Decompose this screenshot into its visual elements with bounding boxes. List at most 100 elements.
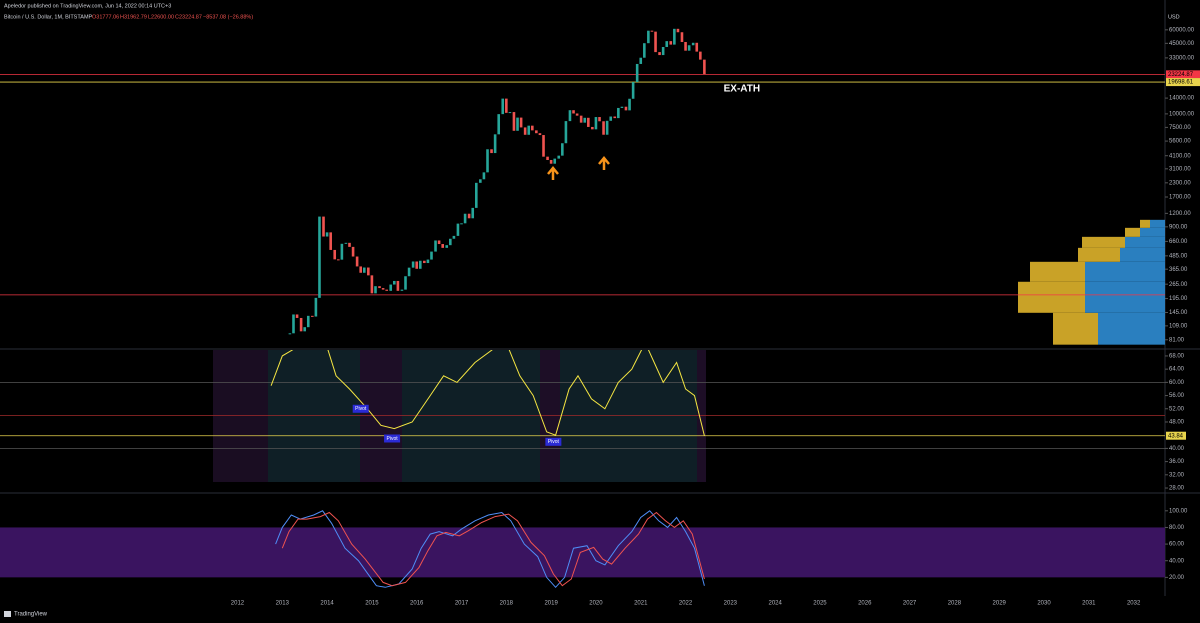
- candle: [303, 327, 306, 332]
- candle: [605, 120, 609, 135]
- y-tick-label: 28.00: [1169, 486, 1185, 492]
- y-tick-label: 3100.00: [1169, 166, 1191, 172]
- candle: [318, 216, 321, 298]
- series-line: [275, 510, 705, 589]
- volume-bar: [1140, 219, 1150, 228]
- candle: [624, 106, 628, 111]
- candle: [654, 31, 657, 53]
- candle: [639, 57, 643, 64]
- candle: [445, 245, 449, 248]
- candle: [374, 286, 377, 294]
- value-label-box: [1166, 431, 1186, 440]
- candle: [359, 266, 363, 273]
- candle: [613, 116, 617, 119]
- candle: [587, 117, 590, 127]
- candle: [501, 98, 505, 115]
- y-tick-label: 660.00: [1169, 239, 1188, 245]
- candle: [299, 317, 303, 332]
- volume-bar: [1082, 236, 1125, 248]
- candle: [314, 297, 318, 317]
- y-tick-label: 195.00: [1169, 296, 1188, 302]
- candle: [512, 112, 516, 131]
- candle: [493, 134, 497, 154]
- ohlc-close: C23224.87: [175, 14, 202, 20]
- candle: [355, 256, 359, 267]
- volume-bar: [1098, 312, 1165, 345]
- candle: [385, 289, 388, 291]
- candle: [322, 216, 325, 237]
- x-tick-label: 2025: [813, 601, 827, 607]
- y-tick-label: 48.00: [1169, 420, 1185, 426]
- candle: [430, 251, 433, 260]
- volume-bar: [1018, 281, 1085, 313]
- candle: [441, 244, 444, 248]
- candle: [497, 114, 501, 135]
- candle: [598, 117, 601, 122]
- y-tick-label: 56.00: [1169, 393, 1185, 399]
- volume-bar: [1085, 281, 1165, 313]
- candle: [344, 242, 348, 244]
- y-tick-label: 60.00: [1169, 542, 1185, 548]
- y-tick-label: 32.00: [1169, 472, 1185, 478]
- candle: [460, 223, 463, 225]
- candle: [378, 286, 381, 289]
- candle: [691, 42, 695, 46]
- y-tick-label: 81.00: [1169, 337, 1185, 343]
- candle: [475, 182, 478, 208]
- candle: [699, 51, 702, 60]
- y-tick-label: 14000.00: [1169, 96, 1195, 102]
- candle: [617, 107, 620, 119]
- candle: [609, 116, 613, 121]
- panel-shade: [360, 350, 402, 482]
- candle: [523, 127, 527, 135]
- candle: [647, 30, 650, 44]
- candle: [658, 52, 661, 56]
- candle: [306, 315, 310, 328]
- volume-bar: [1120, 247, 1165, 262]
- y-tick-label: 36.00: [1169, 459, 1185, 465]
- candle: [650, 30, 654, 32]
- candle: [340, 243, 344, 260]
- currency: USD: [1168, 14, 1180, 20]
- pivot-label: Pivot: [355, 406, 367, 412]
- x-tick-label: 2024: [768, 601, 782, 607]
- candle: [703, 59, 706, 75]
- candle: [479, 179, 482, 183]
- candle: [602, 121, 605, 135]
- y-tick-label: 40.00: [1169, 446, 1185, 452]
- y-tick-label: 60000.00: [1169, 27, 1195, 33]
- price-label-box: [1166, 78, 1200, 87]
- symbol: Bitcoin / U.S. Dollar, 1M, BITSTAMP: [4, 14, 93, 20]
- candle: [579, 115, 583, 123]
- candle: [673, 28, 676, 45]
- y-tick-label: 145.00: [1169, 310, 1188, 316]
- y-tick-label: 52.00: [1169, 406, 1185, 412]
- candle: [631, 82, 635, 99]
- arrow: [547, 166, 559, 180]
- candle: [471, 207, 475, 219]
- candle: [295, 314, 299, 318]
- candle: [516, 117, 519, 131]
- brand: TradingView: [14, 612, 48, 618]
- candle: [288, 333, 292, 335]
- candle: [415, 261, 419, 269]
- candle: [381, 288, 385, 290]
- candle: [583, 117, 587, 123]
- panel-shade: [540, 350, 560, 482]
- x-tick-label: 2012: [231, 601, 245, 607]
- candle: [538, 133, 542, 136]
- candle: [561, 143, 564, 156]
- candle: [531, 125, 534, 131]
- y-tick-label: 33000.00: [1169, 55, 1195, 61]
- candle: [568, 110, 572, 122]
- candle: [311, 315, 314, 317]
- candle: [434, 240, 437, 252]
- volume-bar: [1030, 261, 1085, 282]
- volume-bar: [1125, 236, 1165, 248]
- ohlc-high: H31962.79: [120, 14, 147, 20]
- candle: [362, 267, 366, 273]
- panel-shade: [560, 350, 697, 482]
- candle: [505, 98, 508, 113]
- candle: [665, 41, 669, 47]
